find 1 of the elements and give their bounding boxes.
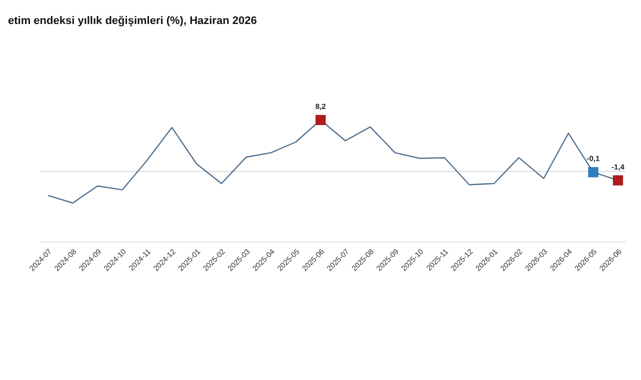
chart-title: etim endeksi yıllık değişimleri (%), Haziran 2026 [8,15,257,27]
